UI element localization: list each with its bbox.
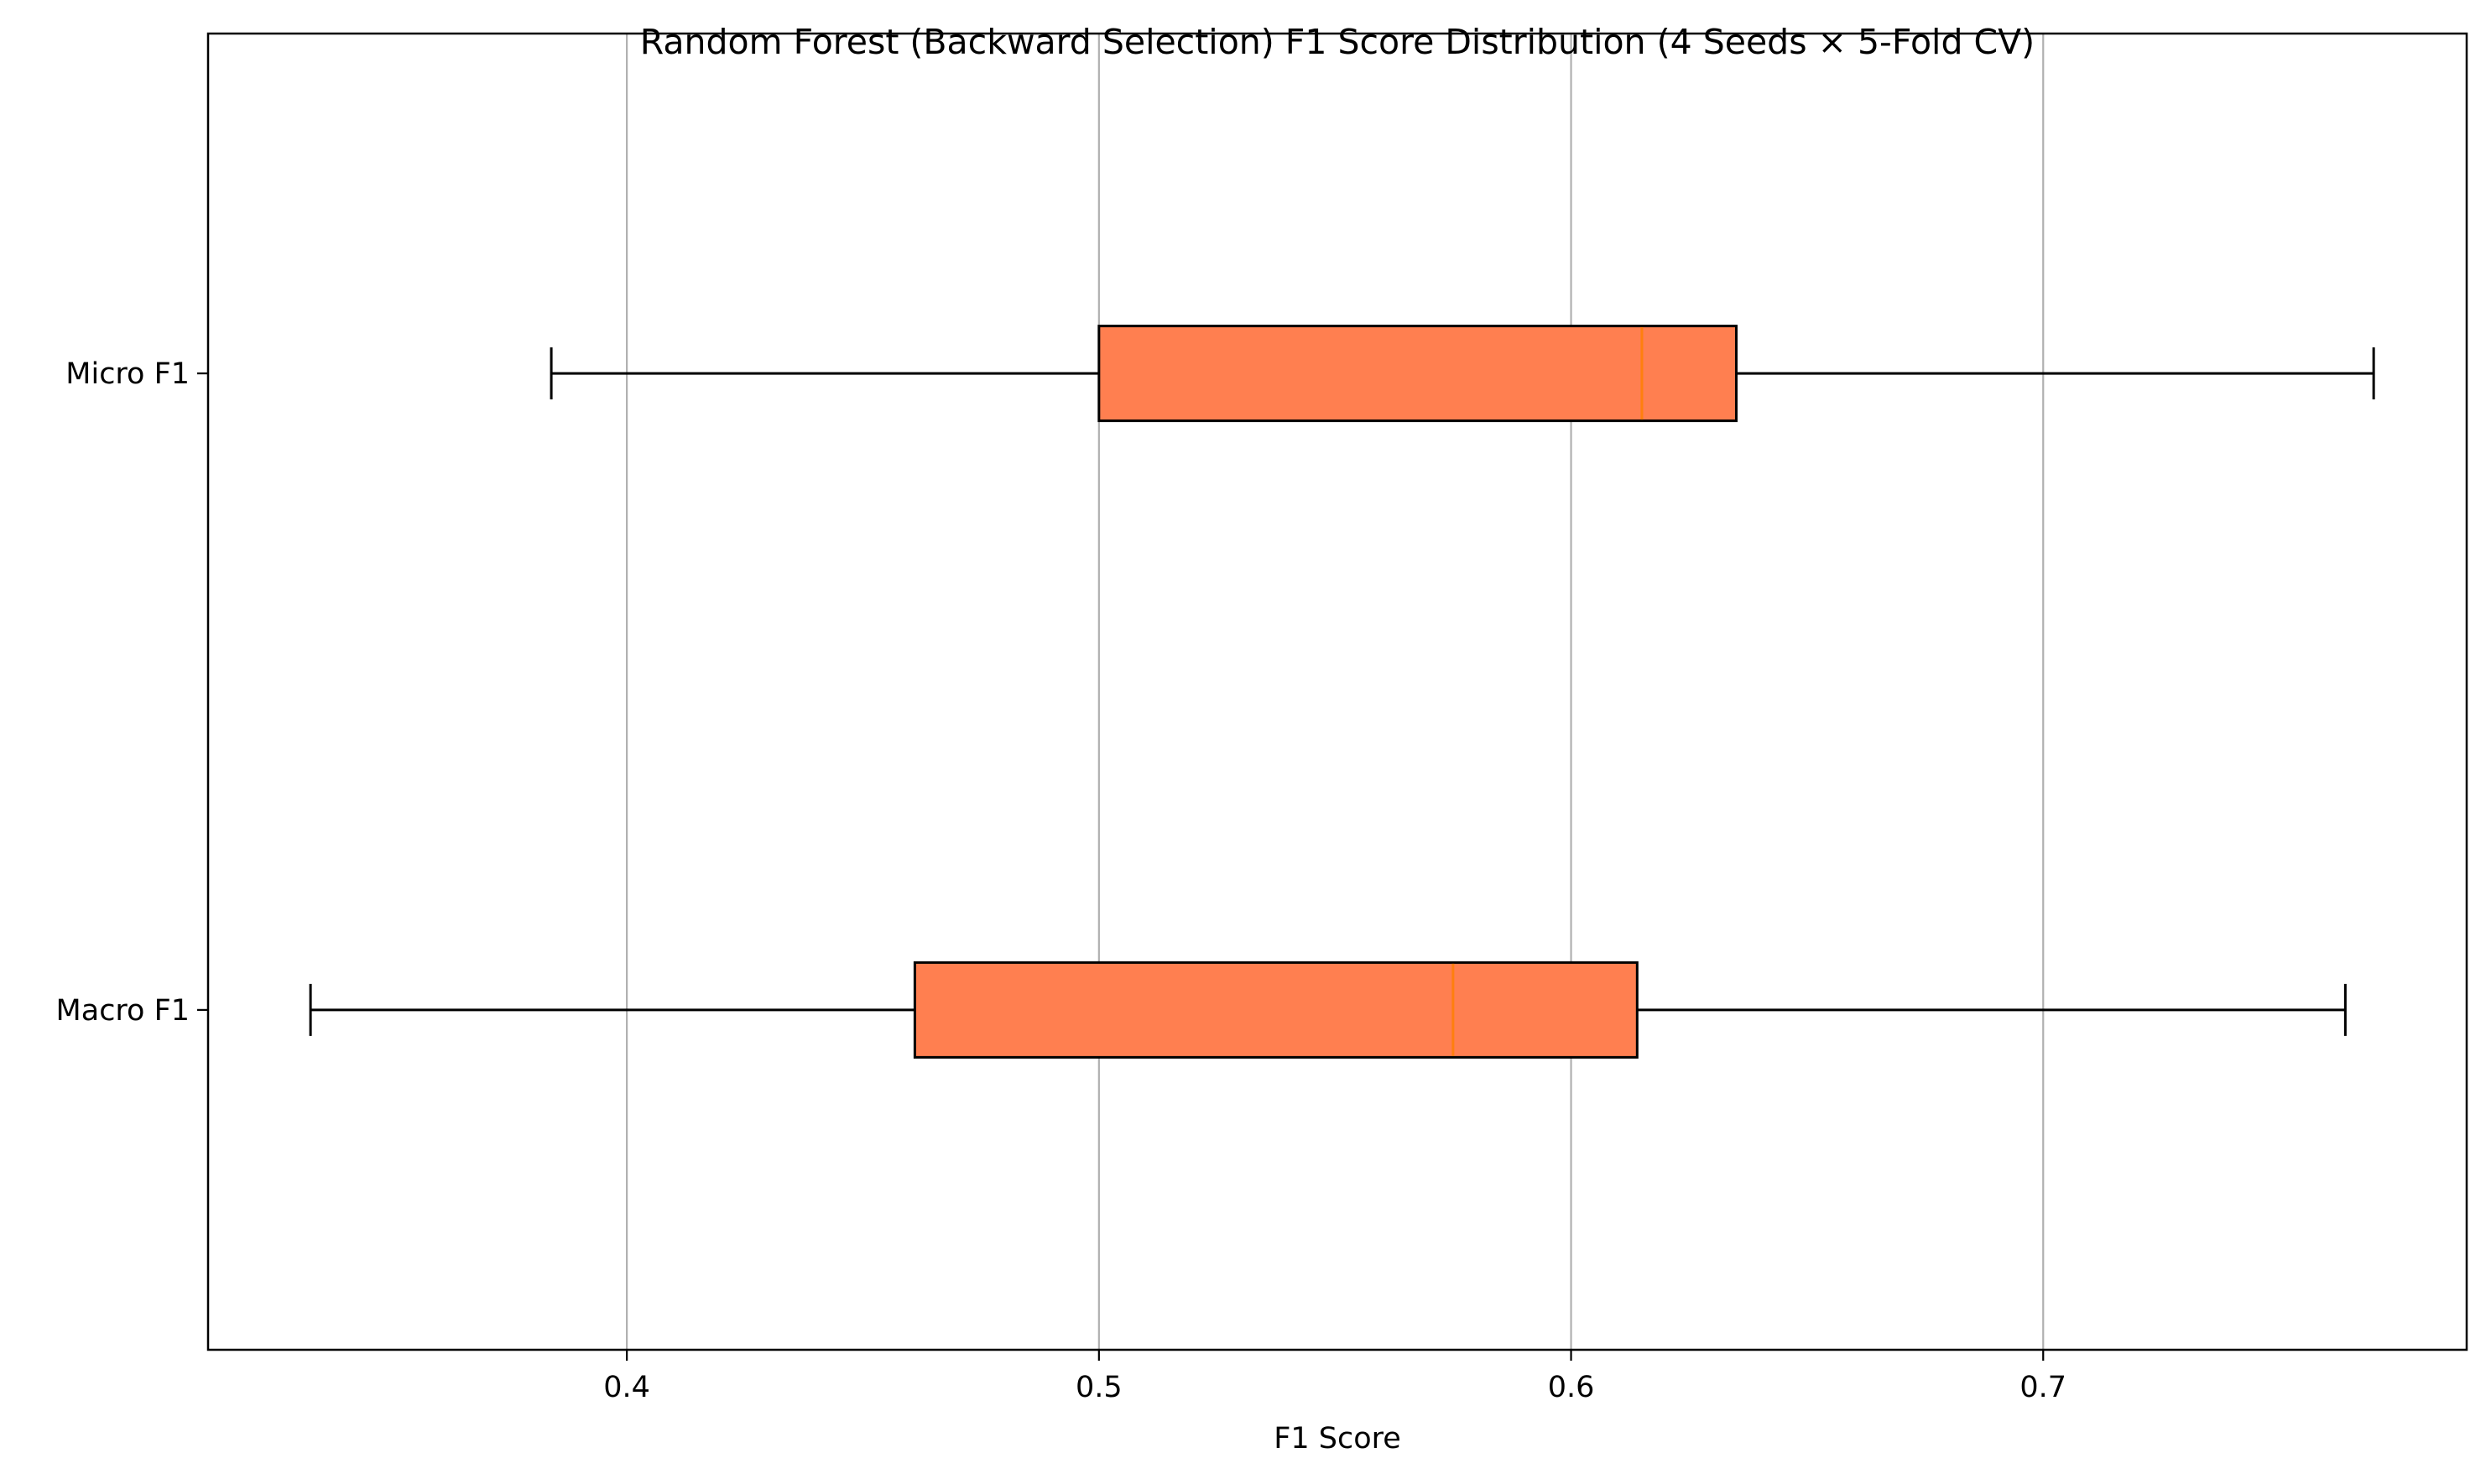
grid-layer	[626, 34, 2045, 1350]
x-tick-label: 0.4	[603, 1371, 650, 1404]
x-axis-label: F1 Score	[1274, 1422, 1401, 1455]
x-tick-label: 0.6	[1548, 1371, 1595, 1404]
boxplot-macro-f1	[309, 961, 2347, 1059]
box-layer	[309, 325, 2375, 1059]
boxplot-micro-f1	[550, 325, 2375, 423]
iqr-box	[1097, 325, 1738, 423]
y-tick-label: Macro F1	[56, 994, 190, 1028]
iqr-box	[913, 961, 1639, 1059]
x-tick-label: 0.5	[1076, 1371, 1123, 1404]
tick-layer: 0.4 0.5 0.6 0.7 Micro F1 Macro F1	[56, 357, 2067, 1404]
x-tick-label: 0.7	[2019, 1371, 2066, 1404]
chart-title: Random Forest (Backward Selection) F1 Sc…	[640, 22, 2035, 62]
plot-frame	[206, 32, 2468, 1351]
y-tick-label: Micro F1	[65, 357, 190, 391]
